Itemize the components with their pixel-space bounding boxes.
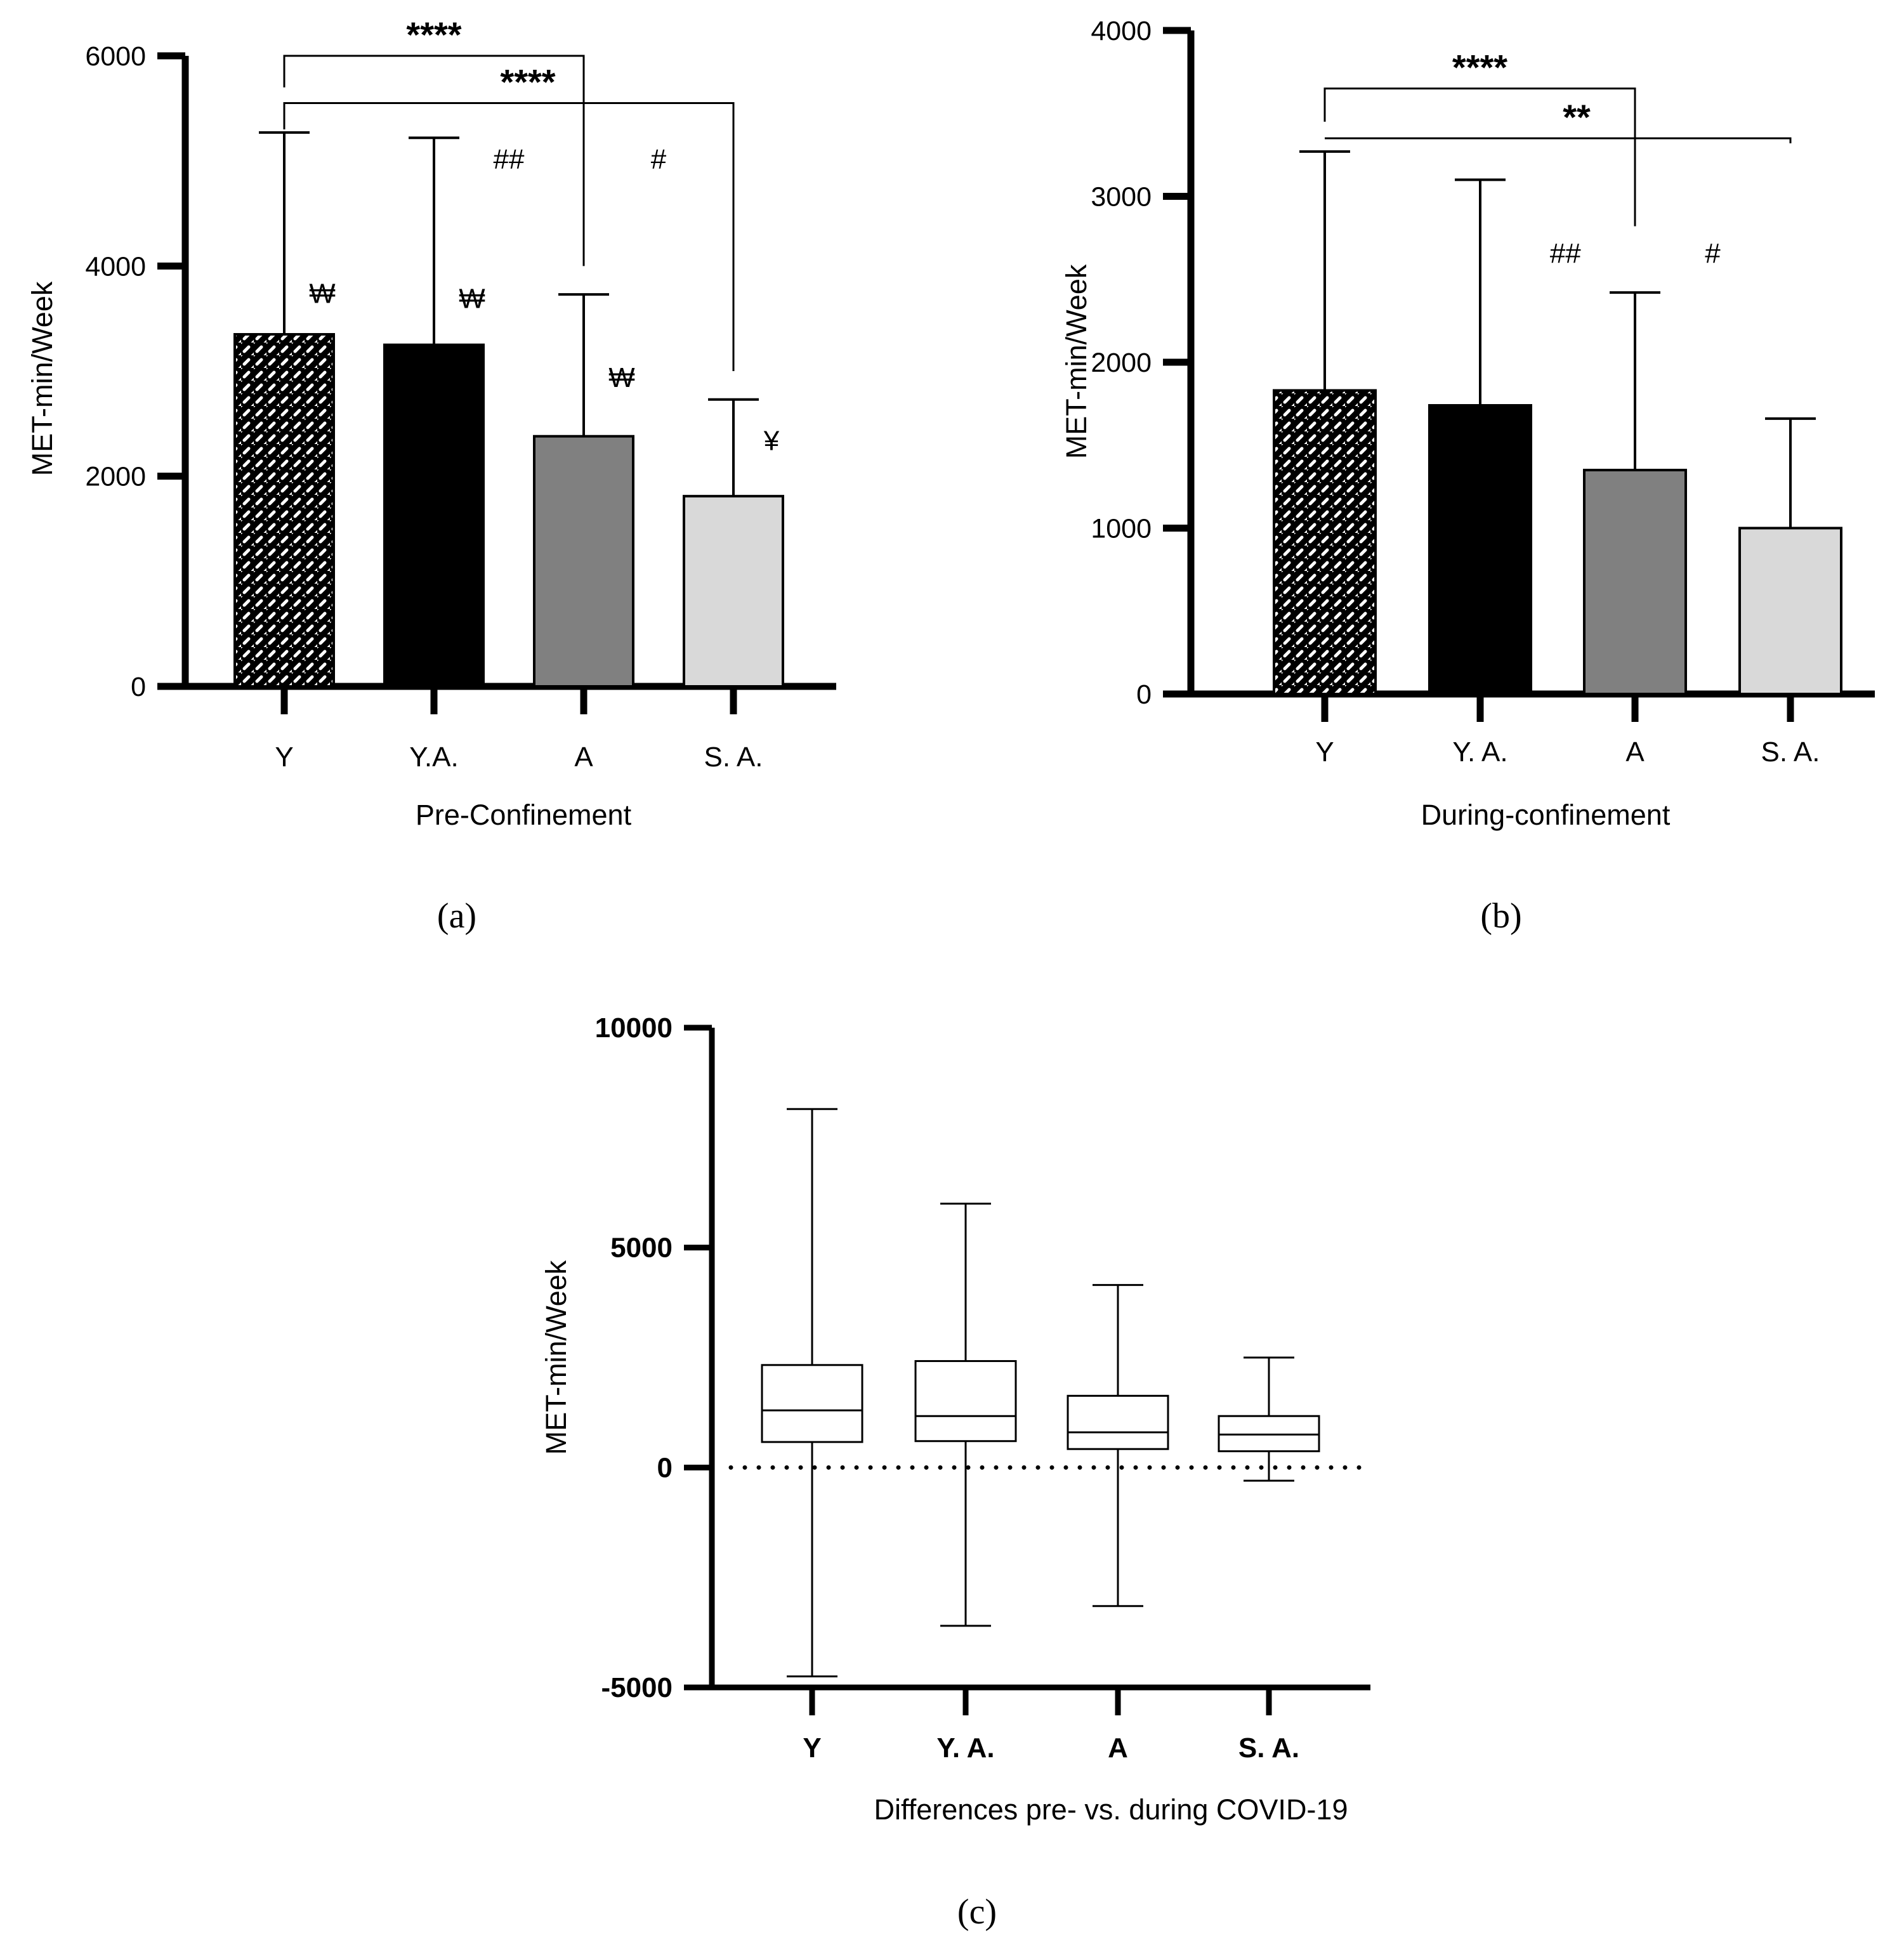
x-tick-label: Y. A. xyxy=(1452,737,1507,768)
bar xyxy=(233,333,335,688)
bar xyxy=(1273,389,1377,696)
bracket-label: **** xyxy=(406,15,461,55)
y-axis-label: MET-min/Week xyxy=(1060,264,1093,459)
bar xyxy=(1428,403,1532,695)
y-tick-label: 4000 xyxy=(85,251,146,282)
x-tick-label: Y xyxy=(275,742,293,773)
y-tick-label: 0 xyxy=(1136,679,1152,710)
bar xyxy=(683,495,784,688)
bar xyxy=(533,435,634,688)
panel-label: (b) xyxy=(1480,896,1521,936)
x-axis-label: Differences pre- vs. during COVID-19 xyxy=(874,1793,1348,1826)
y-axis-label: MET-min/Week xyxy=(540,1260,572,1455)
x-tick-label: Y.A. xyxy=(409,742,458,773)
x-axis-label: Pre-Confinement xyxy=(416,799,632,831)
panel-label: (c) xyxy=(957,1892,997,1932)
y-tick-label: 10000 xyxy=(595,1012,673,1044)
x-tick-label: A xyxy=(574,742,593,773)
x-tick-label: A xyxy=(1625,737,1645,768)
box xyxy=(1067,1394,1169,1450)
y-tick-label: 2000 xyxy=(85,462,146,492)
x-tick-label: S. A. xyxy=(704,742,763,773)
bar xyxy=(1583,468,1687,695)
significance-marker: ₩ xyxy=(608,362,635,393)
x-tick-label: A xyxy=(1108,1732,1128,1764)
significance-bracket xyxy=(283,55,585,266)
y-tick-label: 6000 xyxy=(85,41,146,72)
y-tick-label: 0 xyxy=(657,1452,673,1483)
significance-marker: # xyxy=(1705,238,1721,269)
bracket-label: ** xyxy=(1563,97,1591,137)
significance-bracket xyxy=(283,102,735,371)
y-tick-label: 4000 xyxy=(1091,16,1152,46)
chart-b: 0 1000 2000 3000 4000 Y Y. A. A S. A. MET-min/Wee… xyxy=(1060,16,1875,936)
y-tick-label: 1000 xyxy=(1091,514,1152,544)
bracket-label: **** xyxy=(1452,48,1507,88)
bracket-label: **** xyxy=(500,62,555,102)
significance-marker: ## xyxy=(1550,238,1581,269)
bar xyxy=(1738,527,1842,695)
y-tick-label: 0 xyxy=(131,672,146,702)
x-tick-label: Y. A. xyxy=(936,1732,994,1764)
y-tick-label: -5000 xyxy=(601,1672,673,1703)
significance-bracket xyxy=(1323,88,1636,226)
panel-label: (a) xyxy=(437,896,476,936)
significance-marker: ₩ xyxy=(309,278,336,309)
box xyxy=(914,1360,1017,1443)
x-tick-label: S. A. xyxy=(1238,1732,1299,1764)
y-axis-label: MET-min/Week xyxy=(26,281,58,476)
y-tick-label: 3000 xyxy=(1091,182,1152,213)
significance-marker: ¥ xyxy=(763,425,780,456)
x-tick-label: S. A. xyxy=(1761,737,1820,768)
box xyxy=(761,1364,863,1443)
x-tick-label: Y xyxy=(803,1732,821,1764)
x-axis-label: During-confinement xyxy=(1421,799,1671,831)
y-tick-label: 2000 xyxy=(1091,348,1152,378)
significance-marker: # xyxy=(651,143,667,174)
bar xyxy=(383,343,485,688)
chart-a: 0 2000 4000 6000 Y Y.A. A S. A. MET-min/Week Pre-… xyxy=(26,15,836,936)
significance-bracket xyxy=(1325,137,1792,143)
significance-marker: ## xyxy=(494,143,525,174)
x-tick-label: Y xyxy=(1315,737,1334,768)
significance-marker: ₩ xyxy=(459,284,485,315)
chart-c: -5000 0 5000 10000 Y Y. A. A S. A. MET-min/Week D… xyxy=(540,1012,1370,1932)
y-tick-label: 5000 xyxy=(610,1233,673,1264)
